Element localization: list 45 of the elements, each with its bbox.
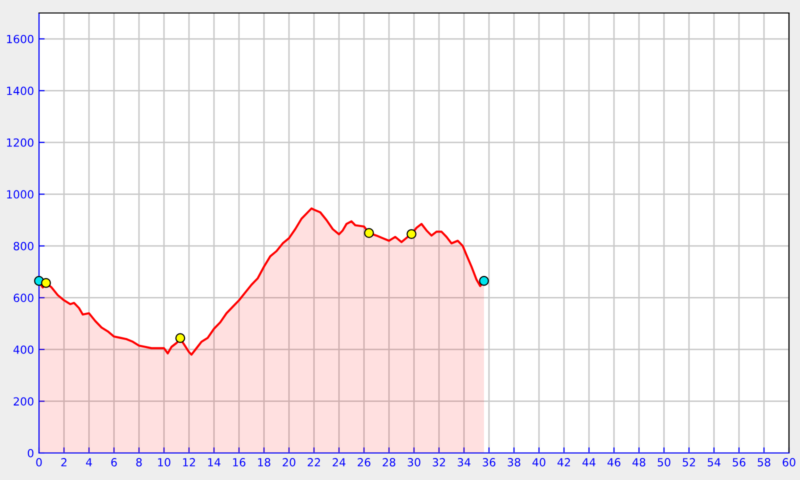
- x-tick-label: 42: [557, 458, 570, 466]
- y-tick-label: 600: [14, 294, 34, 302]
- x-tick-label: 24: [332, 458, 346, 466]
- x-tick-label: 36: [482, 458, 496, 466]
- y-tick-label: 1400: [7, 86, 34, 96]
- x-tick-label: 60: [782, 458, 796, 466]
- x-tick-label: 26: [358, 458, 370, 466]
- x-tick-label: 54: [708, 458, 720, 466]
- point: [41, 278, 51, 288]
- y-tick-label: 1200: [7, 138, 34, 147]
- y-tick-label: 0: [28, 448, 34, 458]
- x-tick-label: 10: [158, 458, 170, 466]
- point: [479, 276, 489, 286]
- x-tick-label: 20: [282, 458, 296, 466]
- x-tick-label: 0: [36, 458, 42, 466]
- x-tick-label: 4: [86, 458, 92, 466]
- y-tick-label: 200: [14, 397, 34, 406]
- x-tick-label: 34: [458, 458, 470, 466]
- point: [364, 228, 374, 238]
- x-tick-label: 56: [732, 458, 746, 466]
- x-tick-label: 32: [432, 458, 445, 466]
- point: [406, 229, 416, 239]
- y-tick-label: 800: [14, 242, 34, 250]
- y-tick-label: 400: [13, 345, 34, 354]
- x-tick-label: 2: [61, 458, 66, 466]
- x-tick-label: 58: [758, 458, 770, 466]
- x-tick-label: 30: [408, 458, 420, 466]
- x-tick-label: 28: [382, 458, 396, 466]
- x-tick-label: 8: [136, 458, 142, 466]
- x-tick-label: 22: [308, 458, 320, 466]
- x-tick-label: 6: [111, 458, 117, 466]
- x-tick-label: 16: [233, 458, 246, 466]
- x-tick-label: 46: [607, 458, 620, 466]
- point: [175, 333, 186, 344]
- x-tick-label: 14: [208, 458, 220, 466]
- y-tick-label: 1000: [7, 190, 34, 199]
- x-tick-label: 44: [582, 458, 596, 466]
- x-tick-label: 52: [682, 458, 695, 466]
- x-tick-label: 40: [532, 458, 546, 466]
- x-tick-label: 18: [258, 458, 270, 466]
- x-tick-label: 50: [658, 458, 670, 466]
- x-tick-label: 48: [632, 458, 646, 466]
- x-tick-label: 12: [183, 458, 195, 466]
- x-tick-label: 38: [508, 458, 520, 466]
- y-tick-label: 1600: [7, 34, 34, 44]
